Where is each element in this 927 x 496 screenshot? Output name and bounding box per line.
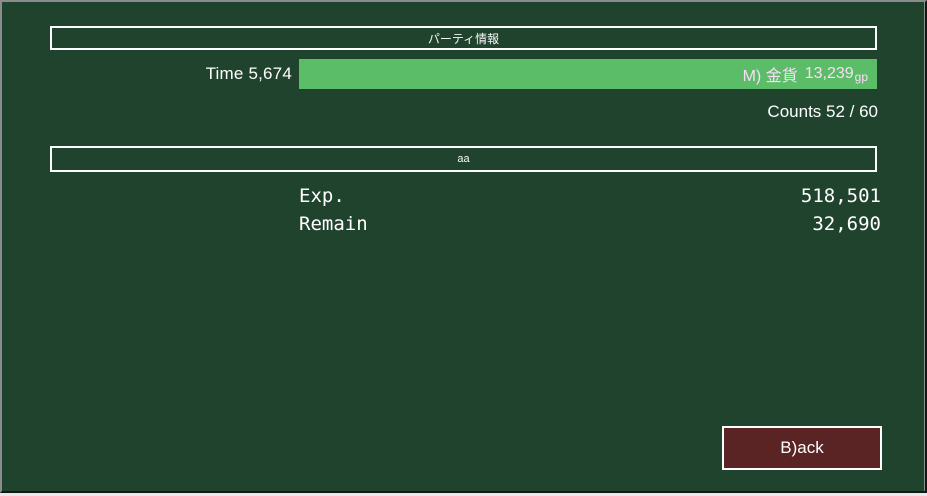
back-button[interactable]: B)ack <box>722 426 882 470</box>
exp-label: Exp. <box>299 185 345 207</box>
remain-label: Remain <box>299 213 368 235</box>
window-title-box: パーティ情報 <box>50 26 877 50</box>
gold-bar: M) 金貨 13,239 gp <box>299 59 877 89</box>
party-name: aa <box>457 153 470 165</box>
remain-value: 32,690 <box>812 213 881 235</box>
exp-row: Exp. 518,501 <box>299 182 881 210</box>
gold-bar-prefix: M) 金貨 <box>742 68 798 85</box>
exp-value: 518,501 <box>800 185 881 207</box>
counts-label: Counts 52 / 60 <box>767 102 878 121</box>
gold-amount: 13,239 <box>804 65 854 82</box>
gold-unit: gp <box>854 70 868 84</box>
time-label: Time 5,674 <box>205 64 292 83</box>
page-title: パーティ情報 <box>427 31 500 46</box>
party-name-box: aa <box>50 146 877 172</box>
remain-row: Remain 32,690 <box>299 210 881 238</box>
